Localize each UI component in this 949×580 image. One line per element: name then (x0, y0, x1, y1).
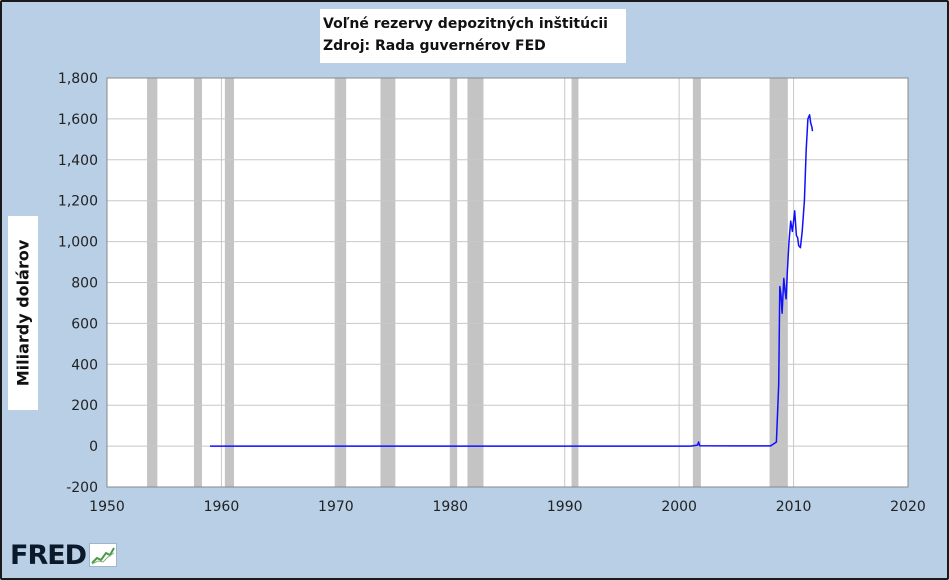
chart-subtitle: Zdroj: Rada guvernérov FED (323, 38, 546, 54)
y-tick-label: 1,800 (58, 71, 98, 87)
y-tick-label: 1,200 (58, 194, 98, 210)
x-tick-label: 2020 (890, 499, 926, 515)
fred-logo-text: FRED (10, 539, 87, 571)
y-tick-label: -200 (66, 480, 98, 496)
y-tick-label: 1,400 (58, 153, 98, 169)
x-tick-label: 2000 (661, 499, 697, 515)
fred-logo: FRED (10, 539, 118, 571)
y-tick-label: 1,600 (58, 112, 98, 128)
y-tick-label: 400 (71, 357, 98, 373)
x-tick-label: 1960 (204, 499, 240, 515)
plot-border (106, 77, 909, 488)
plot-area: -200 0 200 400 600 800 1,000 1,200 1,400 1,600 1,8… (58, 71, 926, 515)
x-tick-label: 2010 (776, 499, 812, 515)
y-axis-label-box (8, 216, 38, 410)
y-tick-label: 0 (89, 439, 98, 455)
x-tick-label: 1970 (318, 499, 354, 515)
y-tick-label: 800 (71, 276, 98, 292)
chart-title: Voľné rezervy depozitných inštitúcii (323, 16, 608, 32)
chart-title-box: Voľné rezervy depozitných inštitúcii Zdr… (320, 9, 626, 63)
series-line (210, 114, 814, 447)
x-tick-label: 1950 (89, 499, 125, 515)
y-tick-label: 1,000 (58, 235, 98, 251)
fred-logo-graph-icon (89, 543, 118, 567)
x-tick-label: 1980 (432, 499, 468, 515)
x-tick-label: 1990 (547, 499, 583, 515)
y-tick-label: 600 (71, 316, 98, 332)
y-axis-label: Miliardy dolárov (13, 239, 33, 387)
y-tick-label: 200 (71, 398, 98, 414)
